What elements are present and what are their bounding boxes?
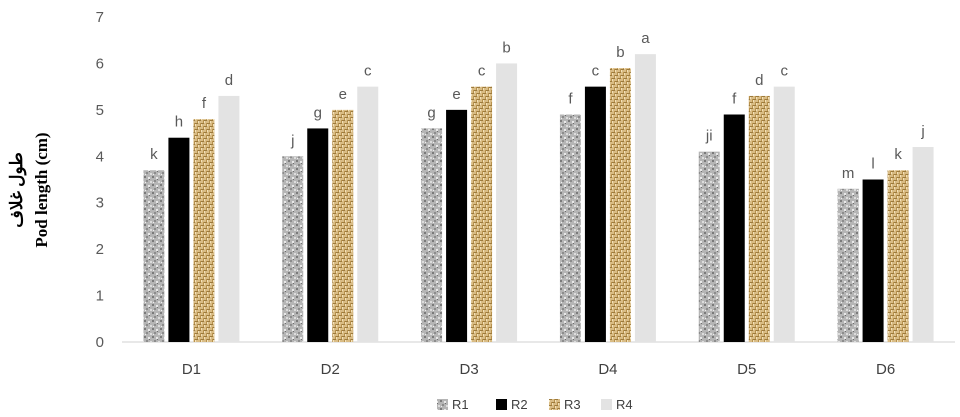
bar-significance-label: l xyxy=(871,156,874,173)
bar-significance-label: j xyxy=(290,132,294,149)
bar-r4-d2 xyxy=(357,86,379,343)
bar-significance-label: f xyxy=(568,91,573,108)
legend: R1 R2 R3 R4 xyxy=(437,397,633,412)
legend-swatch-r4 xyxy=(601,399,612,410)
bar-significance-label: g xyxy=(314,104,322,121)
bar-significance-label: j xyxy=(920,123,924,140)
bar-r1-d3 xyxy=(421,128,443,342)
bar-r2-d4 xyxy=(584,86,606,343)
bar-r4-d6 xyxy=(912,147,934,342)
bar-significance-label: m xyxy=(842,165,855,182)
bar-r3-d6 xyxy=(887,170,909,342)
legend-label-r1: R1 xyxy=(452,397,469,412)
y-tick-label: 6 xyxy=(96,55,104,72)
x-category-label: D5 xyxy=(737,361,756,378)
bar-r1-d4 xyxy=(559,114,581,342)
x-category-label: D6 xyxy=(876,361,895,378)
bar-r4-d5 xyxy=(773,86,795,343)
bar-r2-d3 xyxy=(446,109,468,342)
legend-label-r4: R4 xyxy=(616,397,633,412)
bar-r2-d1 xyxy=(168,137,190,342)
bar-r1-d6 xyxy=(837,188,859,342)
bar-significance-label: k xyxy=(894,146,902,163)
x-category-label: D1 xyxy=(182,361,201,378)
legend-label-r3: R3 xyxy=(564,397,581,412)
bar-r3-d5 xyxy=(748,95,770,342)
x-category-label: D3 xyxy=(459,361,478,378)
bar-r3-d2 xyxy=(332,109,354,342)
bar-significance-label: b xyxy=(502,39,510,56)
bar-significance-label: c xyxy=(364,63,372,80)
bar-r1-d1 xyxy=(143,170,165,342)
y-tick-label: 7 xyxy=(96,9,104,26)
legend-swatch-r1 xyxy=(437,399,448,410)
bar-significance-label: c xyxy=(478,63,486,80)
bar-r2-d6 xyxy=(862,179,884,342)
bar-r2-d2 xyxy=(307,128,329,342)
bar-significance-label: f xyxy=(202,95,207,112)
y-axis-title-line1: طول غلاف xyxy=(7,152,27,228)
bar-significance-label: b xyxy=(616,44,624,61)
bar-significance-label: c xyxy=(592,63,600,80)
legend-label-r2: R2 xyxy=(511,397,528,412)
y-axis-title: طول غلاف Pod length (cm) xyxy=(7,132,51,247)
bar-r4-d3 xyxy=(496,63,518,343)
y-axis-title-line2: Pod length (cm) xyxy=(32,132,51,247)
bar-significance-label: e xyxy=(339,86,347,103)
legend-swatch-r3 xyxy=(549,399,560,410)
y-tick-label: 1 xyxy=(96,288,104,305)
legend-swatch-r2 xyxy=(496,399,507,410)
bar-r1-d2 xyxy=(282,156,304,342)
bar-significance-label: g xyxy=(427,104,435,121)
bar-r1-d5 xyxy=(698,151,720,342)
bar-r2-d5 xyxy=(723,114,745,342)
y-axis-ticks: 0 1 2 3 4 5 6 7 xyxy=(96,9,104,351)
bar-r4-d4 xyxy=(634,54,656,343)
bar-r3-d1 xyxy=(193,119,215,343)
bar-significance-label: ji xyxy=(705,128,713,145)
y-tick-label: 2 xyxy=(96,241,104,258)
bar-significance-label: k xyxy=(150,146,158,163)
y-tick-label: 3 xyxy=(96,195,104,212)
y-tick-label: 4 xyxy=(96,148,104,165)
bar-r3-d4 xyxy=(609,68,631,343)
x-category-label: D2 xyxy=(321,361,340,378)
y-tick-label: 0 xyxy=(96,334,104,351)
x-category-label: D4 xyxy=(598,361,617,378)
bar-significance-label: h xyxy=(175,114,183,131)
bar-r4-d1 xyxy=(218,95,240,342)
bar-significance-label: f xyxy=(732,91,737,108)
bar-significance-label: c xyxy=(781,63,789,80)
y-tick-label: 5 xyxy=(96,102,104,119)
bar-significance-label: d xyxy=(225,72,233,89)
bar-significance-label: e xyxy=(452,86,460,103)
bar-significance-label: a xyxy=(641,30,650,47)
bar-significance-label: d xyxy=(755,72,763,89)
bar-r3-d3 xyxy=(471,86,493,343)
x-axis-categories: D1 D2 D3 D4 D5 D6 xyxy=(182,361,895,378)
